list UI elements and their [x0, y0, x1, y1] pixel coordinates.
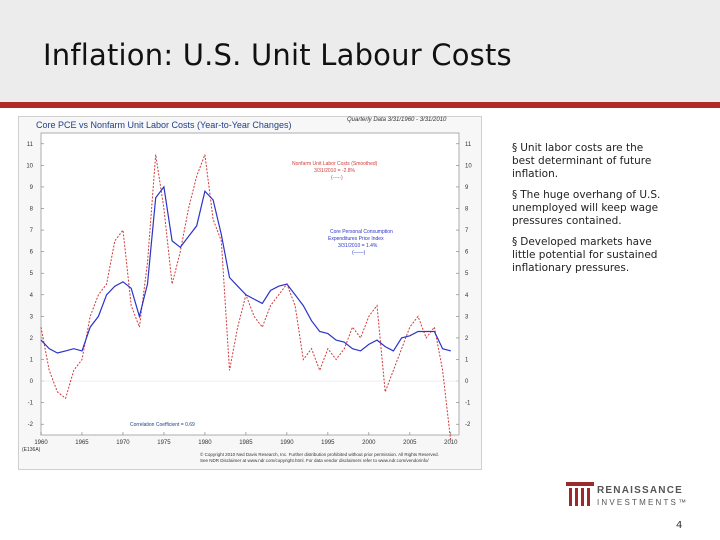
- logo-text-line-1: RENAISSANCE: [597, 485, 683, 496]
- copyright-line-1: © Copyright 2010 Ned Davis Research, Inc…: [200, 452, 439, 457]
- bullet-marker: §: [512, 189, 518, 201]
- bullet-list: § Unit labor costs are the best determina…: [512, 142, 662, 283]
- bullet-text: The huge overhang of U.S. unemployed wil…: [512, 189, 661, 227]
- logo-text-line-2: INVESTMENTS™: [597, 498, 689, 507]
- bullet-marker: §: [512, 236, 518, 248]
- bullet-text: Developed markets have little potential …: [512, 236, 658, 274]
- slide-header: [0, 0, 720, 102]
- bullet-item: § Developed markets have little potential…: [512, 236, 662, 275]
- bullet-marker: §: [512, 142, 518, 154]
- chart-copyright: © Copyright 2010 Ned Davis Research, Inc…: [200, 452, 475, 463]
- header-divider: [0, 102, 720, 108]
- bullet-item: § The huge overhang of U.S. unemployed wi…: [512, 189, 662, 228]
- chart-frame: [18, 116, 482, 470]
- renaissance-logo-icon: [566, 482, 594, 506]
- chart-title: Core PCE vs Nonfarm Unit Labor Costs (Ye…: [36, 120, 292, 130]
- bullet-text: Unit labor costs are the best determinan…: [512, 142, 652, 180]
- page-number: 4: [676, 520, 683, 531]
- chart-subtitle: Quarterly Data 3/31/1960 - 3/31/2010: [347, 117, 447, 123]
- bullet-item: § Unit labor costs are the best determina…: [512, 142, 662, 181]
- copyright-line-2: See NDR Disclaimer at www.ndr.com/copyri…: [200, 457, 429, 463]
- slide-title: Inflation: U.S. Unit Labour Costs: [43, 38, 512, 72]
